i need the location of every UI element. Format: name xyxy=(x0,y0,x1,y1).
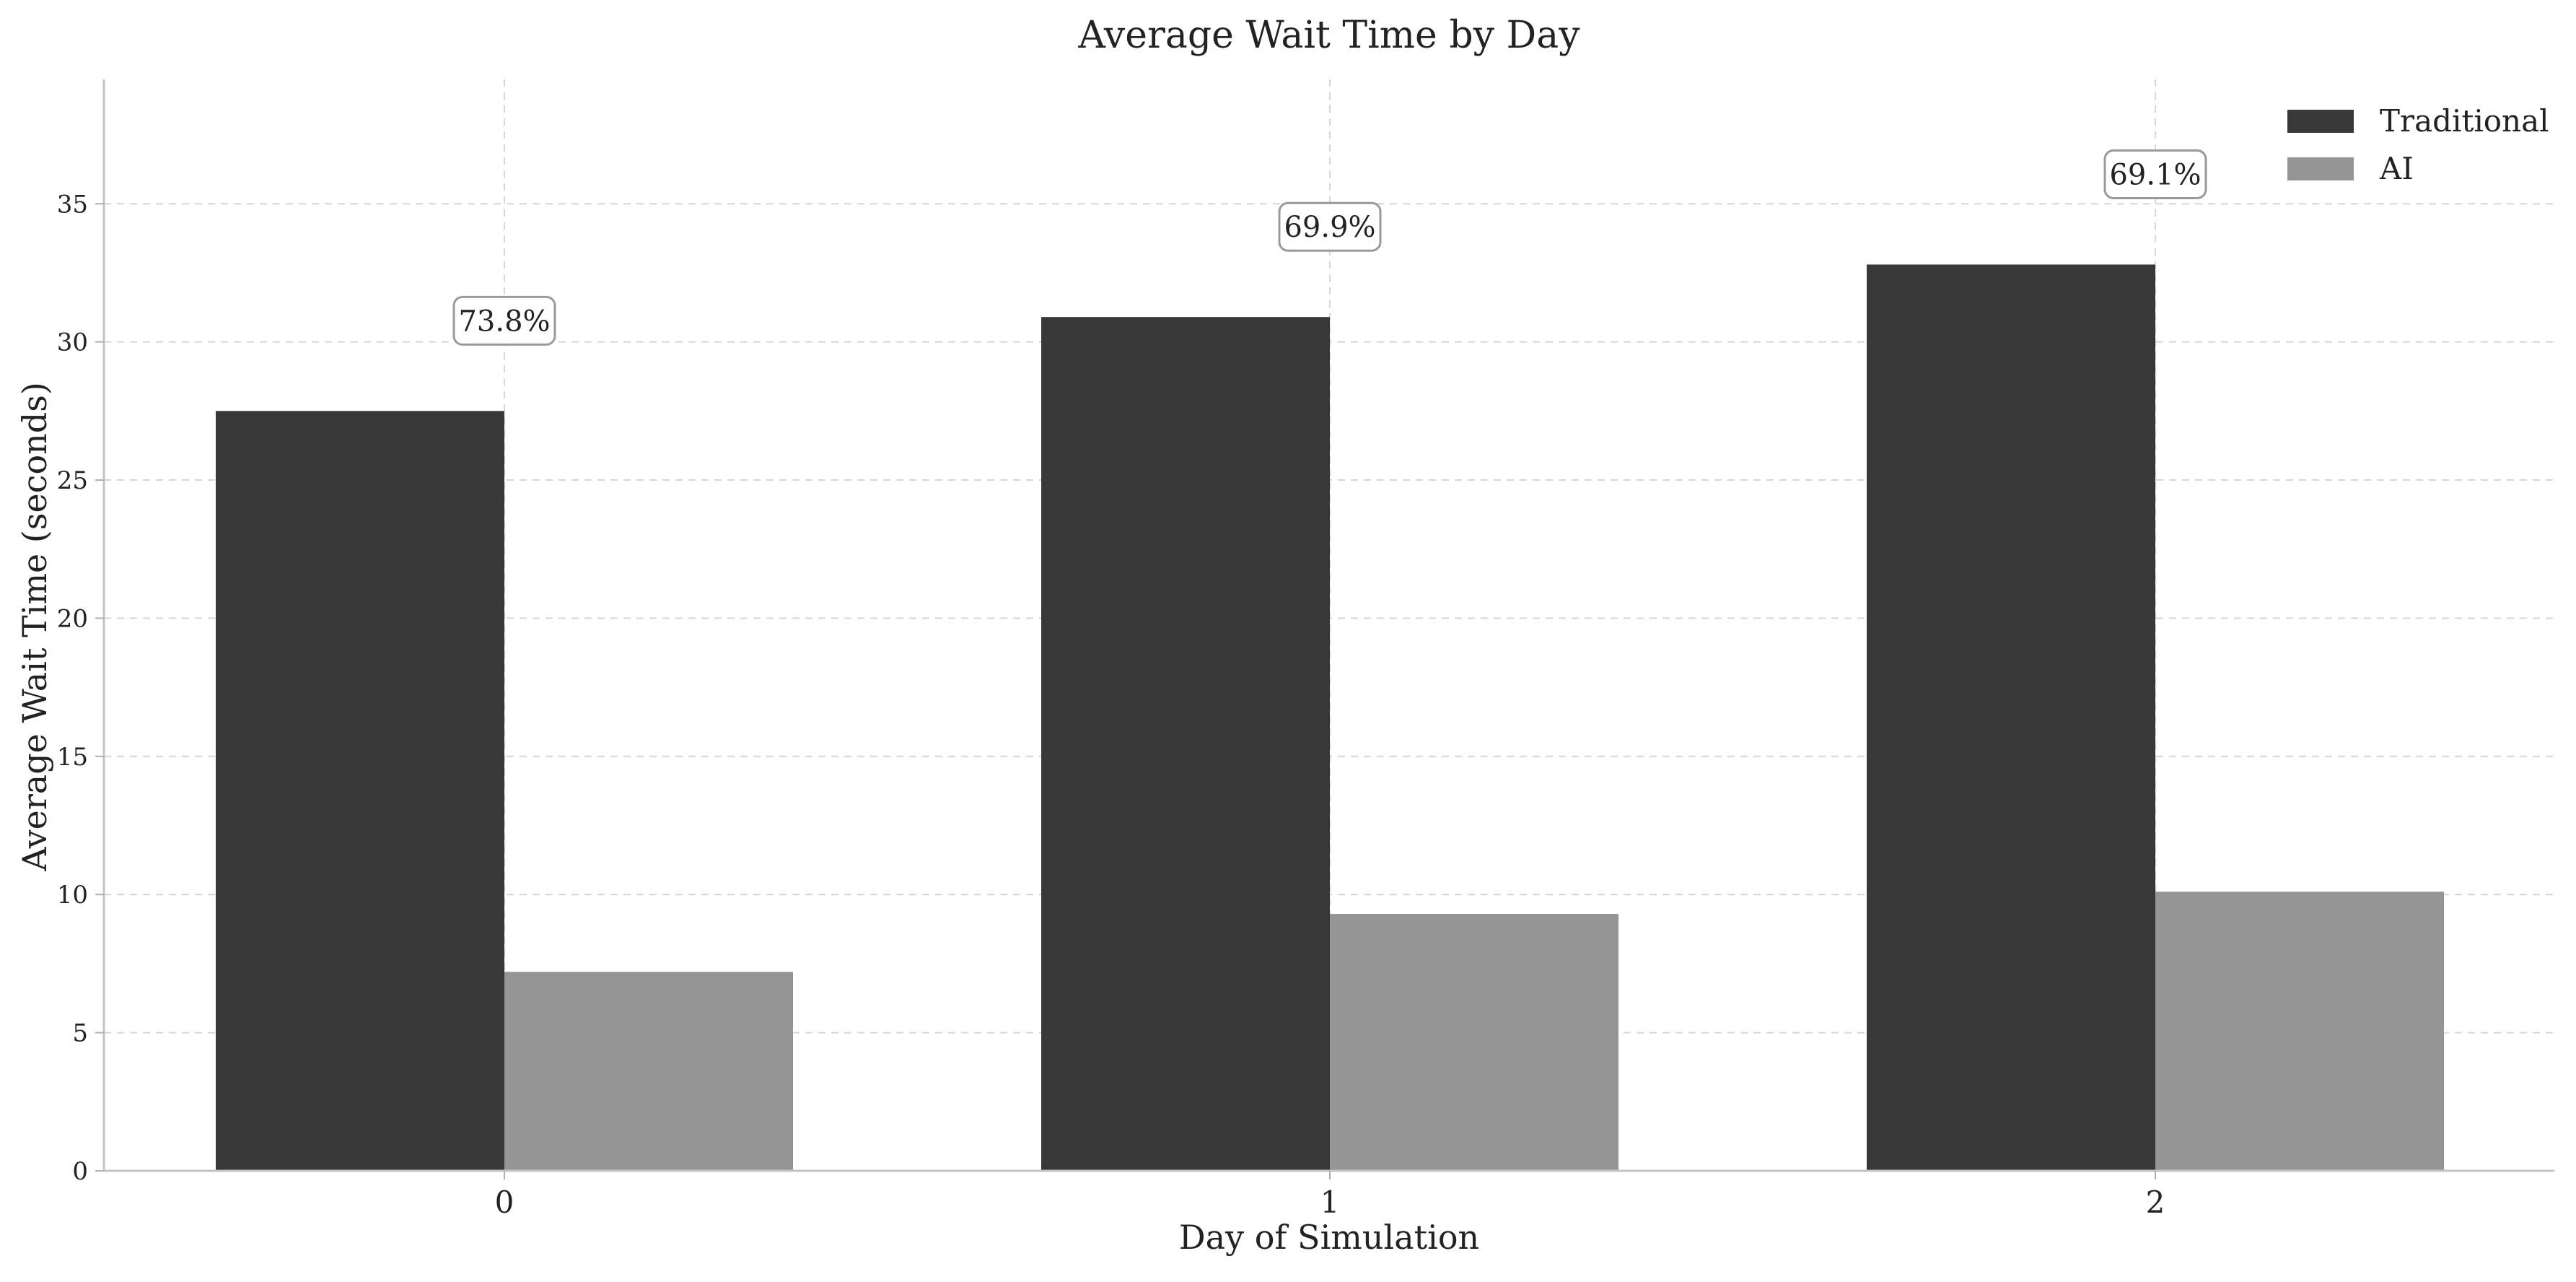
reduction-annotation: 69.9% xyxy=(1278,201,1382,252)
annotation-box xyxy=(2103,149,2207,199)
bar-ai-1 xyxy=(1330,914,1618,1171)
y-tick-label: 25 xyxy=(57,466,88,495)
y-tick-label: 30 xyxy=(57,328,88,357)
annotation-label: 73.8% xyxy=(458,305,550,338)
y-tick-label: 15 xyxy=(57,743,88,772)
y-tick-label: 0 xyxy=(72,1157,88,1186)
chart-title: Average Wait Time by Day xyxy=(1077,14,1580,57)
bars-layer xyxy=(216,264,2444,1171)
x-axis-label: Day of Simulation xyxy=(1179,1218,1479,1257)
annotation-label: 69.9% xyxy=(1284,211,1375,244)
y-tick-label: 5 xyxy=(72,1019,88,1048)
x-tick-label: 0 xyxy=(495,1185,514,1220)
legend-item-ai: AI xyxy=(2287,151,2414,186)
y-tick-label: 20 xyxy=(57,604,88,633)
annotation-label: 69.1% xyxy=(2109,158,2201,191)
bar-traditional-1 xyxy=(1041,317,1330,1171)
bar-ai-0 xyxy=(504,972,793,1171)
axes-layer: 0 5 10 15 20 25 30 35 0 1 2 xyxy=(57,79,2554,1220)
y-tick-label: 35 xyxy=(57,190,88,219)
legend-label: Traditional xyxy=(2380,103,2549,139)
reduction-annotation: 73.8% xyxy=(452,295,556,346)
y-axis-label: Average Wait Time (seconds) xyxy=(15,382,54,872)
x-tick-label: 1 xyxy=(1320,1185,1340,1220)
y-tick-label: 10 xyxy=(57,881,88,910)
annotation-box xyxy=(452,295,556,346)
annotation-layer: 73.8% 69.9% 69.1% xyxy=(452,149,2207,346)
annotation-box xyxy=(1278,201,1382,252)
legend-swatch xyxy=(2287,110,2354,133)
legend-label: AI xyxy=(2379,151,2414,186)
legend: Traditional AI xyxy=(2287,103,2549,186)
bar-ai-2 xyxy=(2155,891,2444,1171)
legend-swatch xyxy=(2287,157,2354,180)
reduction-annotation: 69.1% xyxy=(2103,149,2207,199)
bar-traditional-2 xyxy=(1867,264,2155,1171)
bar-traditional-0 xyxy=(216,411,504,1171)
x-tick-label: 2 xyxy=(2146,1185,2165,1220)
legend-item-traditional: Traditional xyxy=(2287,103,2549,139)
